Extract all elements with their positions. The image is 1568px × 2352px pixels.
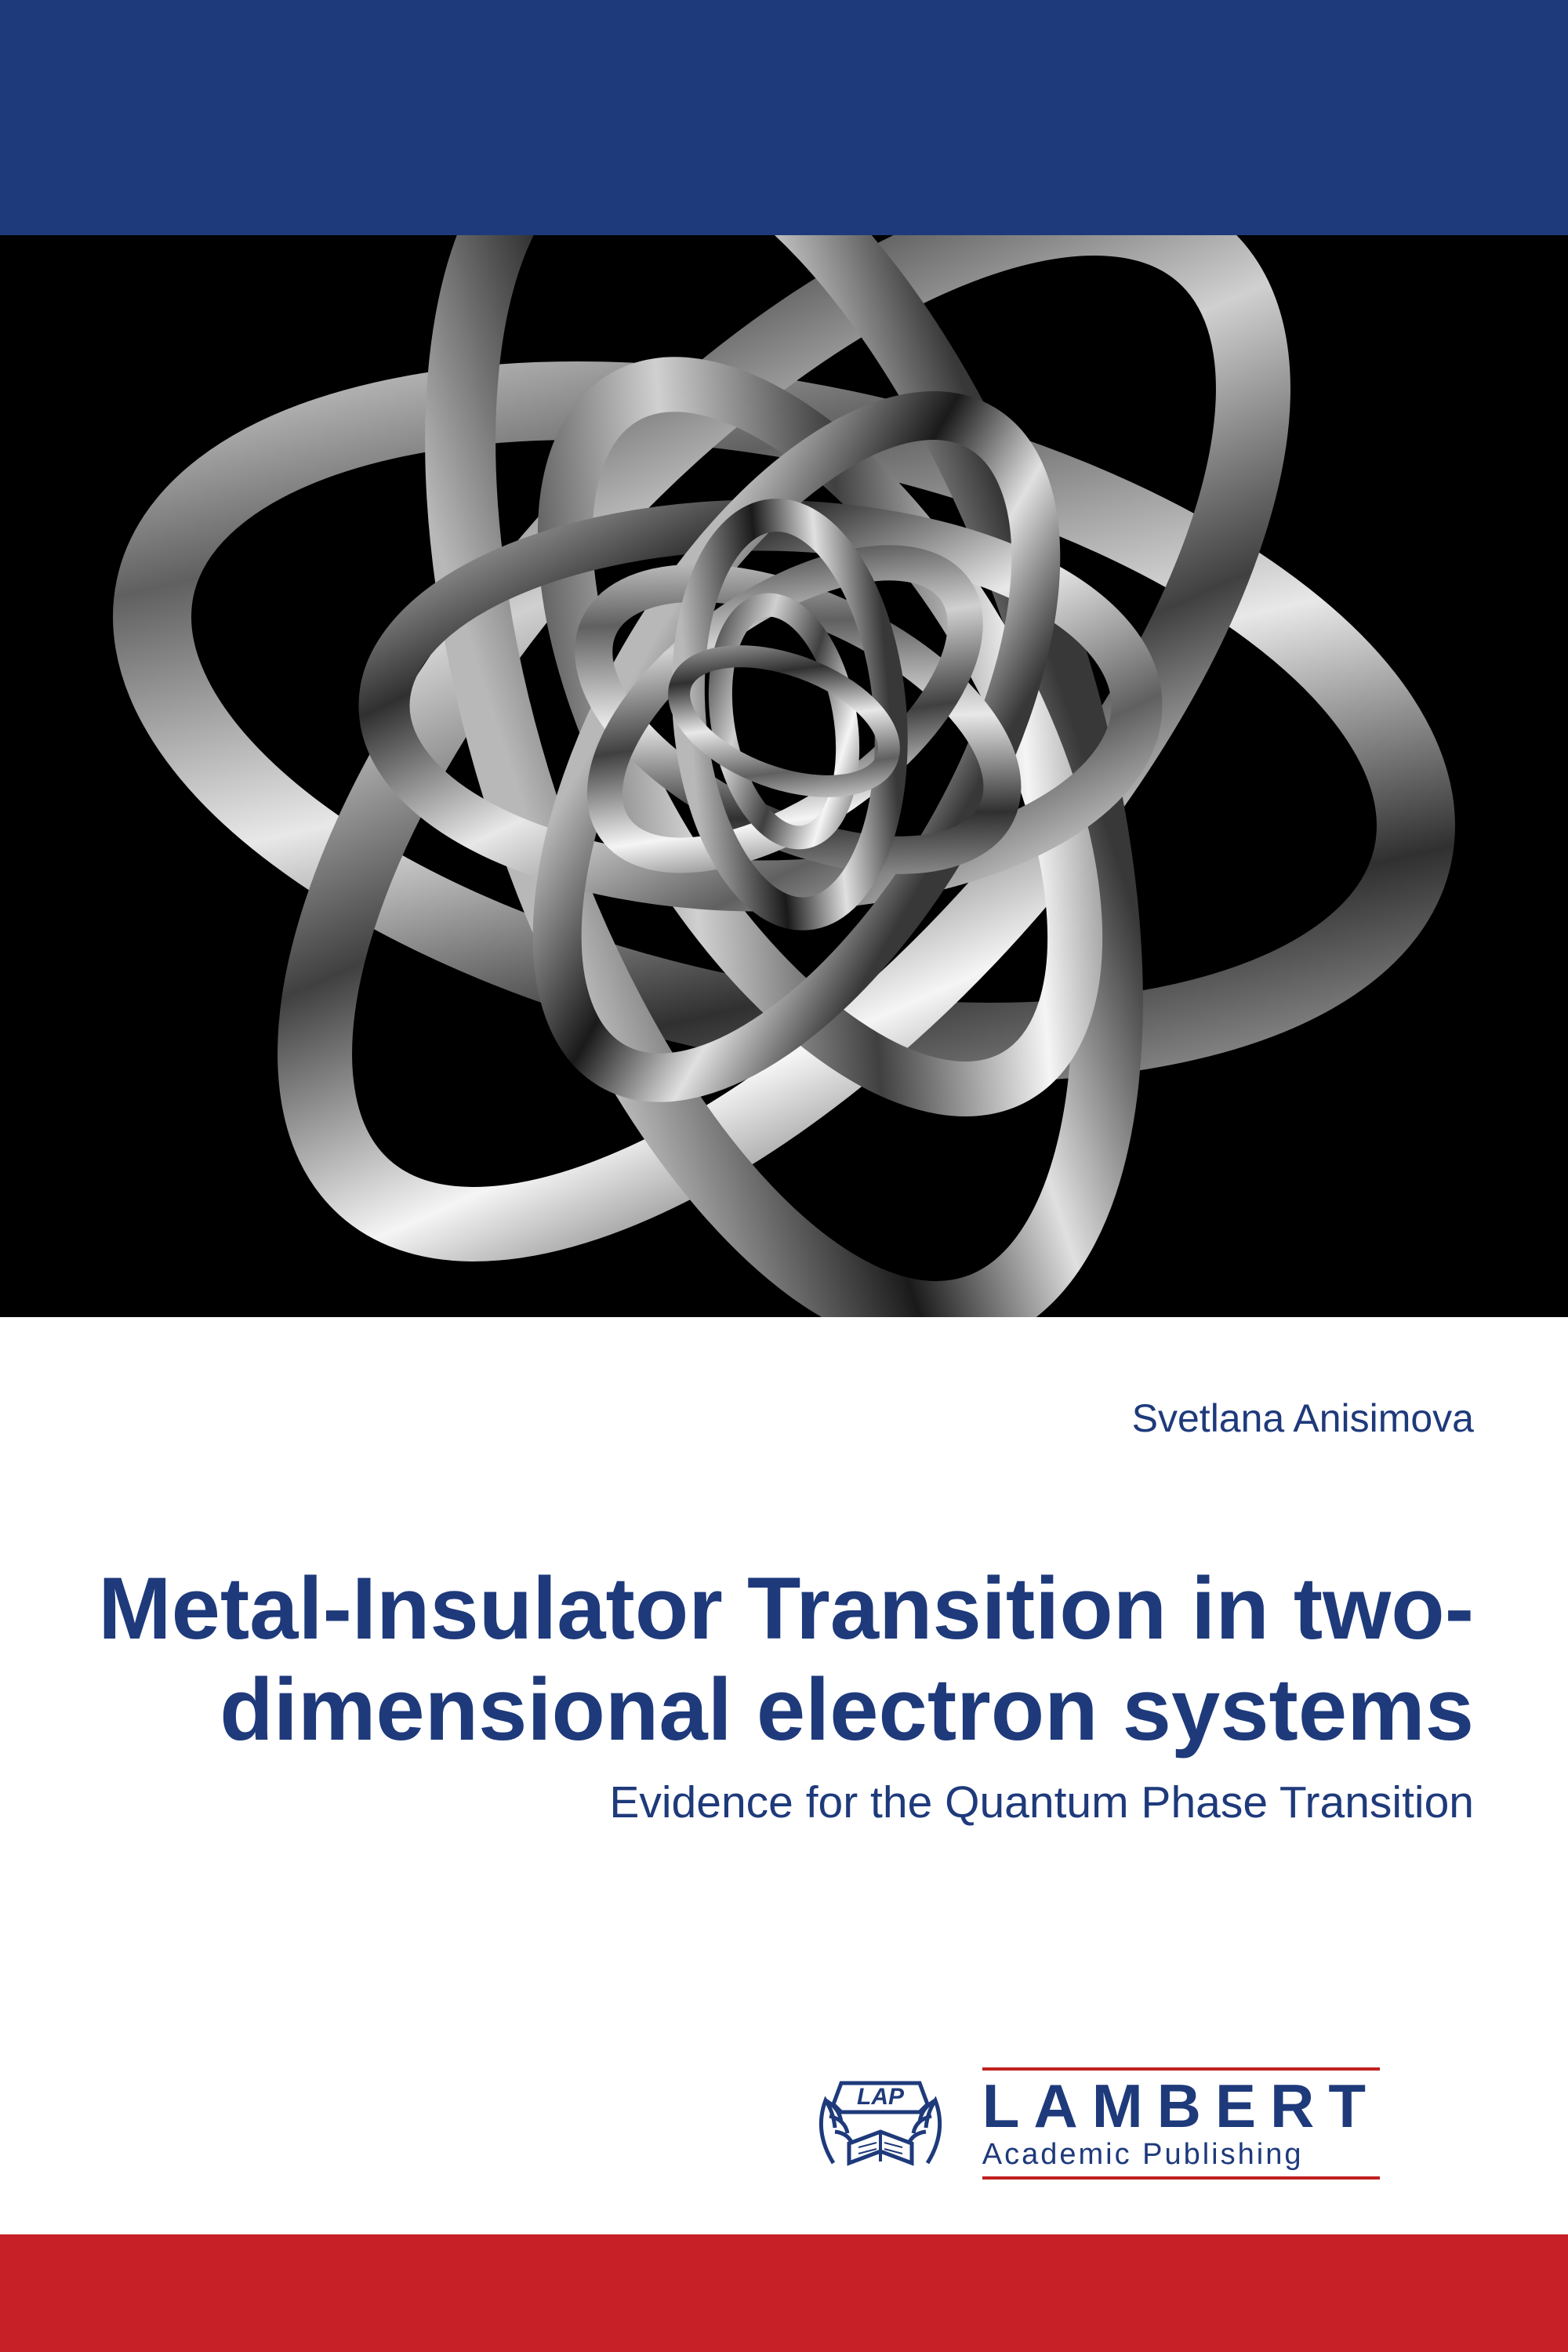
cover-artwork-area — [0, 235, 1568, 1317]
bottom-color-band — [0, 2234, 1568, 2352]
lap-badge-icon: LAP — [802, 2069, 959, 2179]
lap-badge-text: LAP — [857, 2084, 905, 2110]
book-title: Metal-Insulator Transition in two-dimens… — [94, 1559, 1474, 1761]
author-name: Svetlana Anisimova — [94, 1396, 1474, 1441]
publisher-text-block: LAMBERT Academic Publishing — [982, 2067, 1380, 2180]
publisher-name: LAMBERT — [982, 2075, 1380, 2136]
top-color-band — [0, 0, 1568, 235]
publisher-subtext: Academic Publishing — [982, 2138, 1380, 2172]
metallic-rings-artwork — [0, 235, 1568, 1317]
book-subtitle: Evidence for the Quantum Phase Transitio… — [94, 1777, 1474, 1828]
text-content-area: Svetlana Anisimova Metal-Insulator Trans… — [0, 1317, 1568, 1860]
publisher-logo: LAP LAMBERT Academic Publishing — [802, 2067, 1380, 2180]
